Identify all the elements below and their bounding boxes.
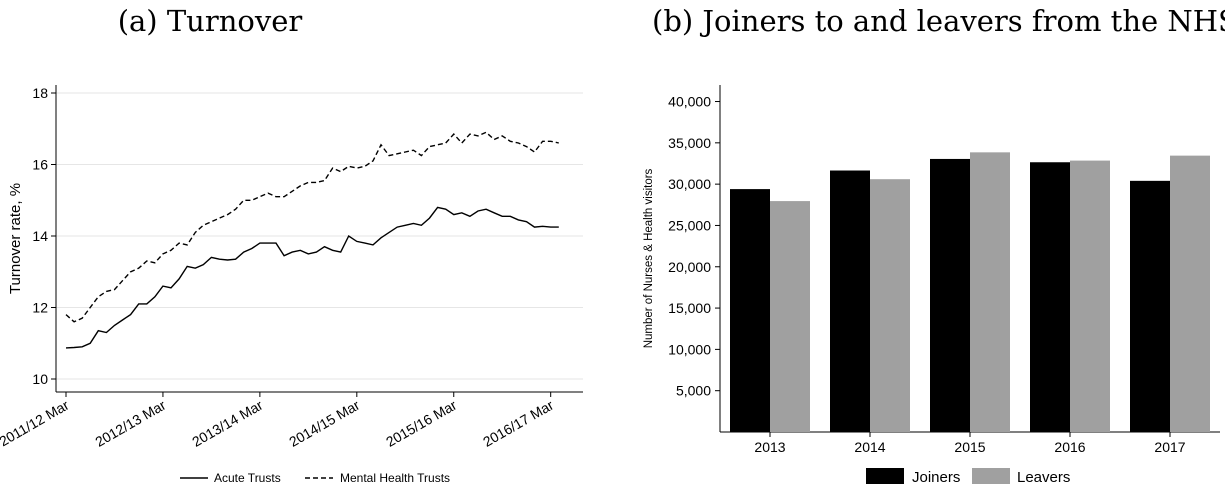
x-tick-label: 2012/13 Mar — [92, 397, 168, 450]
legend-label-acute: Acute Trusts — [214, 471, 281, 485]
turnover-chart-title: (a) Turnover — [117, 4, 303, 38]
y-axis-label: Number of Nurses & Health visitors — [643, 168, 655, 348]
legend-swatch-leavers — [972, 468, 1010, 484]
turnover-line-chart: 10 12 14 16 18 2011/12 Mar 2012/13 Mar 2013/14 … — [0, 85, 583, 485]
leavers-bar — [1070, 160, 1110, 432]
y-axis-label: Turnover rate, % — [7, 183, 24, 294]
y-tick-label: 15,000 — [668, 300, 711, 316]
x-tick-label: 2013 — [754, 439, 785, 455]
acute-trusts-line — [65, 206, 559, 349]
turnover-panel: (a) Turnover 10 12 14 16 18 2011/12 Mar 2012/1… — [0, 0, 612, 491]
leavers-bar — [970, 152, 1010, 432]
leavers-bar — [870, 179, 910, 432]
x-tick-label: 2015/16 Mar — [383, 397, 459, 450]
x-tick-label: 2016/17 Mar — [480, 397, 556, 450]
joiners-leavers-panel: (b) Joiners to and leavers from the NHS … — [612, 0, 1225, 491]
x-tick-label: 2014 — [854, 439, 885, 455]
y-tick-label: 20,000 — [668, 259, 711, 275]
y-tick-label: 14 — [32, 228, 48, 244]
y-tick-label: 10,000 — [668, 341, 711, 357]
joiners-bar — [1030, 162, 1070, 432]
leavers-bar — [770, 201, 810, 432]
legend-label-joiners: Joiners — [912, 469, 960, 486]
joiners-bar — [930, 158, 970, 433]
x-tick-label: 2016 — [1054, 439, 1085, 455]
joiners-bar — [1130, 180, 1170, 432]
joiners-leavers-chart-title: (b) Joiners to and leavers from the NHS — [652, 4, 1225, 38]
joiners-bar — [730, 189, 770, 432]
x-tick-label: 2013/14 Mar — [189, 397, 265, 450]
y-tick-label: 10 — [32, 371, 48, 387]
x-tick-label: 2015 — [954, 439, 985, 455]
leavers-bar — [1170, 155, 1210, 432]
y-tick-label: 25,000 — [668, 217, 711, 233]
joiners-leavers-bar-chart: 5,000 10,000 15,000 20,000 25,000 30,000 35,00… — [643, 85, 1220, 486]
y-tick-label: 30,000 — [668, 176, 711, 192]
legend-label-leavers: Leavers — [1017, 469, 1070, 486]
mental-health-trusts-line — [65, 131, 559, 323]
x-tick-label: 2014/15 Mar — [286, 397, 362, 450]
y-tick-label: 16 — [32, 157, 48, 173]
y-tick-label: 12 — [32, 300, 48, 316]
legend-swatch-joiners — [866, 468, 904, 484]
y-tick-label: 40,000 — [668, 94, 711, 110]
x-tick-label: 2017 — [1154, 439, 1185, 455]
x-tick-label: 2011/12 Mar — [0, 397, 72, 450]
y-tick-label: 35,000 — [668, 135, 711, 151]
y-tick-label: 5,000 — [676, 383, 711, 399]
y-tick-label: 18 — [32, 85, 48, 101]
legend-label-mental-health: Mental Health Trusts — [340, 471, 450, 485]
joiners-bar — [830, 170, 870, 432]
